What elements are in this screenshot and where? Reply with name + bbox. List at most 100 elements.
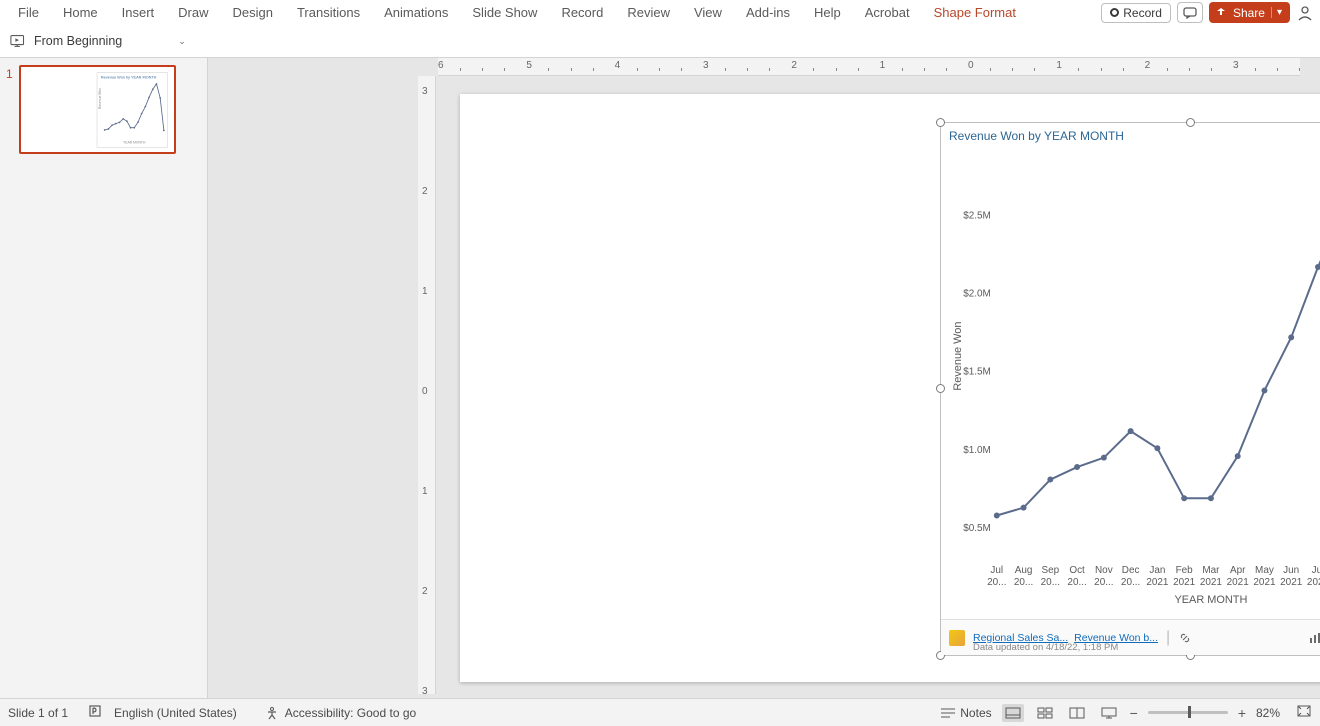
notes-button[interactable]: Notes — [940, 706, 991, 720]
ribbon-tab-file[interactable]: File — [6, 5, 51, 20]
svg-text:Jul: Jul — [990, 565, 1003, 576]
powerbi-icon — [949, 630, 965, 646]
presentation-icon — [10, 34, 28, 48]
chart-title: Revenue Won by YEAR MONTH — [941, 123, 1320, 149]
ribbon-tab-home[interactable]: Home — [51, 5, 110, 20]
ribbon-tab-draw[interactable]: Draw — [166, 5, 220, 20]
ribbon-tab-review[interactable]: Review — [615, 5, 682, 20]
slide-counter[interactable]: Slide 1 of 1 — [8, 706, 68, 720]
reading-view-button[interactable] — [1066, 704, 1088, 722]
svg-text:20...: 20... — [1014, 577, 1033, 588]
record-icon — [1110, 8, 1119, 17]
record-label: Record — [1123, 6, 1162, 20]
language-label[interactable]: English (United States) — [114, 706, 237, 720]
fit-to-window-button[interactable] — [1296, 704, 1312, 721]
zoom-in-button[interactable]: + — [1238, 705, 1246, 721]
svg-text:2021: 2021 — [1200, 577, 1223, 588]
chart-footer: Regional Sales Sa... Revenue Won b... | … — [941, 619, 1320, 655]
svg-text:20...: 20... — [1041, 577, 1060, 588]
svg-text:$1.5M: $1.5M — [963, 367, 991, 378]
ribbon-tab-record[interactable]: Record — [549, 5, 615, 20]
ribbon-tabs: FileHomeInsertDrawDesignTransitionsAnima… — [6, 0, 1028, 25]
ribbon-tab-design[interactable]: Design — [221, 5, 285, 20]
chart-type-icon[interactable] — [1309, 631, 1320, 645]
svg-text:2021: 2021 — [1280, 577, 1303, 588]
svg-text:2021: 2021 — [1307, 577, 1320, 588]
chevron-down-icon[interactable]: ⌄ — [178, 36, 186, 47]
status-bar: Slide 1 of 1 English (United States) Acc… — [0, 698, 1320, 726]
sorter-view-button[interactable] — [1034, 704, 1056, 722]
ribbon-tab-transitions[interactable]: Transitions — [285, 5, 372, 20]
slide-thumbnail[interactable]: Revenue Won by YEAR MONTH Revenue Won YEAR… — [19, 65, 176, 154]
link-icon[interactable] — [1178, 631, 1192, 645]
zoom-slider[interactable] — [1148, 711, 1228, 714]
vertical-ruler: 3210123 — [418, 76, 436, 694]
svg-text:Revenue Won: Revenue Won — [98, 88, 102, 109]
divider: | — [1166, 629, 1170, 647]
ribbon-tab-add-ins[interactable]: Add-ins — [734, 5, 802, 20]
record-button[interactable]: Record — [1101, 3, 1171, 23]
ribbon-tab-acrobat[interactable]: Acrobat — [853, 5, 922, 20]
svg-text:$2.0M: $2.0M — [963, 289, 991, 300]
notes-icon — [940, 707, 956, 719]
accessibility-icon — [265, 706, 279, 720]
subribbon: From Beginning ⌄ — [0, 25, 1320, 58]
ribbon: FileHomeInsertDrawDesignTransitionsAnima… — [0, 0, 1320, 25]
resize-handle[interactable] — [936, 384, 945, 393]
ribbon-tab-shape-format[interactable]: Shape Format — [922, 5, 1028, 20]
svg-text:Nov: Nov — [1095, 565, 1113, 576]
svg-text:YEAR MONTH: YEAR MONTH — [1174, 594, 1247, 606]
ribbon-tab-help[interactable]: Help — [802, 5, 853, 20]
normal-view-button[interactable] — [1002, 704, 1024, 722]
svg-text:Dec: Dec — [1122, 565, 1140, 576]
svg-text:$1.0M: $1.0M — [963, 445, 991, 456]
svg-text:20...: 20... — [1121, 577, 1140, 588]
thumbnail-row[interactable]: 1 Revenue Won by YEAR MONTH Revenue Won YE… — [0, 65, 207, 154]
spellcheck-icon[interactable] — [88, 704, 102, 721]
svg-text:20...: 20... — [987, 577, 1006, 588]
svg-text:Revenue Won by YEAR MONTH: Revenue Won by YEAR MONTH — [101, 75, 157, 79]
ribbon-tab-slide-show[interactable]: Slide Show — [460, 5, 549, 20]
share-button[interactable]: Share ▾ — [1209, 2, 1290, 23]
svg-text:Apr: Apr — [1230, 565, 1246, 576]
slide[interactable]: Revenue Won by YEAR MONTH $0.5M $1.0M $1.5… — [460, 94, 1320, 682]
horizontal-ruler: 6543210123456 — [438, 58, 1300, 76]
svg-text:2021: 2021 — [1253, 577, 1276, 588]
svg-text:Revenue Won: Revenue Won — [952, 322, 964, 391]
share-icon — [1215, 7, 1227, 19]
from-beginning-button[interactable]: From Beginning ⌄ — [10, 34, 186, 48]
svg-text:May: May — [1255, 565, 1274, 576]
comments-button[interactable] — [1177, 2, 1203, 23]
svg-text:2021: 2021 — [1173, 577, 1196, 588]
resize-handle[interactable] — [936, 118, 945, 127]
svg-text:2021: 2021 — [1227, 577, 1250, 588]
slideshow-view-button[interactable] — [1098, 704, 1120, 722]
data-updated-label: Data updated on 4/18/22, 1:18 PM — [973, 642, 1118, 653]
svg-text:20...: 20... — [1067, 577, 1086, 588]
chart-object[interactable]: Revenue Won by YEAR MONTH $0.5M $1.0M $1.5… — [940, 122, 1320, 656]
thumbnail-panel: 1 Revenue Won by YEAR MONTH Revenue Won YE… — [0, 58, 208, 698]
svg-text:Mar: Mar — [1202, 565, 1220, 576]
share-label: Share — [1233, 6, 1265, 20]
main-area: 1 Revenue Won by YEAR MONTH Revenue Won YE… — [0, 58, 1320, 698]
zoom-out-button[interactable]: − — [1130, 705, 1138, 721]
svg-text:Oct: Oct — [1069, 565, 1085, 576]
zoom-level[interactable]: 82% — [1256, 706, 1286, 720]
svg-text:YEAR MONTH: YEAR MONTH — [123, 140, 146, 144]
svg-text:$0.5M: $0.5M — [963, 523, 991, 534]
svg-text:$2.5M: $2.5M — [963, 210, 991, 221]
ribbon-tab-animations[interactable]: Animations — [372, 5, 460, 20]
accessibility-button[interactable]: Accessibility: Good to go — [265, 706, 416, 720]
ribbon-tab-view[interactable]: View — [682, 5, 734, 20]
svg-text:2021: 2021 — [1146, 577, 1169, 588]
thumbnail-number: 1 — [6, 67, 13, 81]
ribbon-tab-insert[interactable]: Insert — [110, 5, 167, 20]
canvas-area: 6543210123456 3210123 Revenue Won by YEA… — [208, 58, 1320, 698]
chart-plot: $0.5M$1.0M$1.5M$2.0M$2.5MRevenue WonJul2… — [947, 147, 1320, 615]
user-icon[interactable] — [1296, 4, 1314, 22]
resize-handle[interactable] — [1186, 118, 1195, 127]
notes-label: Notes — [960, 706, 991, 720]
svg-text:Jul: Jul — [1312, 565, 1320, 576]
svg-text:Feb: Feb — [1176, 565, 1194, 576]
accessibility-label: Accessibility: Good to go — [285, 706, 416, 720]
